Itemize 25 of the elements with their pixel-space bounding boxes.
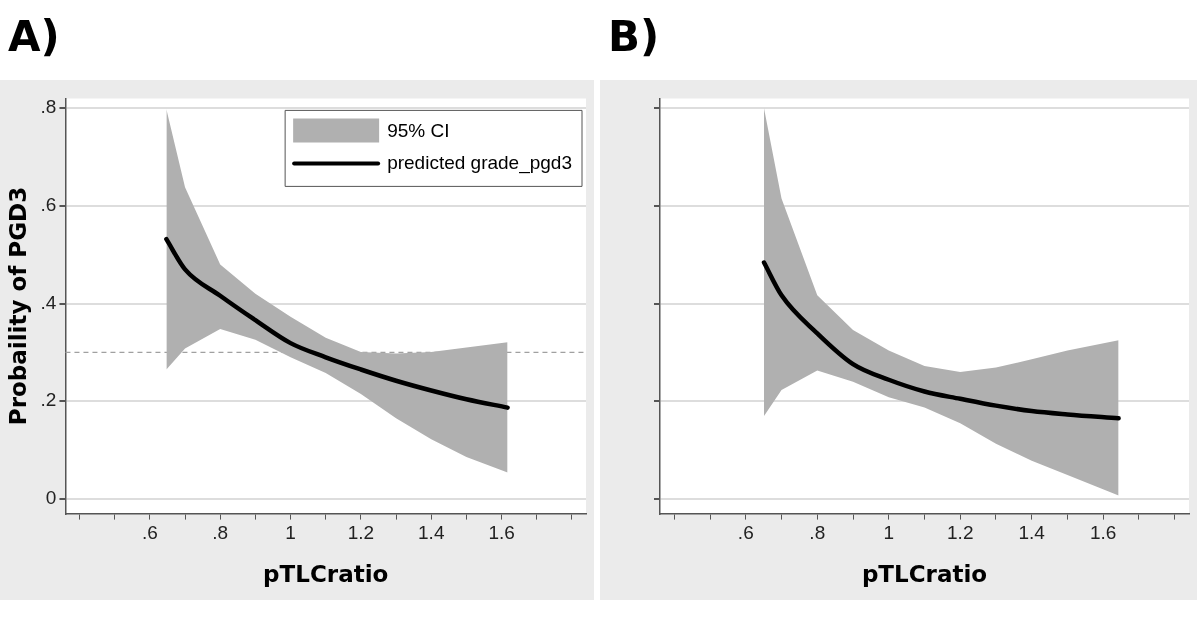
x-tick-label: 1.6 — [1090, 522, 1117, 544]
legend-label: 95% CI — [387, 119, 450, 141]
y-tick-label: .4 — [40, 291, 57, 313]
x-tick-label: .8 — [809, 522, 826, 544]
x-axis-title: pTLCratio — [263, 561, 389, 588]
x-tick-label: 1.4 — [1018, 522, 1046, 544]
x-tick-label: 1 — [883, 522, 895, 544]
y-tick-label: .2 — [40, 389, 57, 411]
x-tick-label: 1 — [285, 522, 296, 544]
line-series — [164, 236, 510, 410]
x-tick-label: 1.2 — [347, 522, 375, 544]
x-tick-label: 1.2 — [947, 522, 974, 544]
y-tick-label: 0 — [45, 487, 57, 509]
y-tick-label: .6 — [40, 194, 57, 216]
x-tick-label: 1.6 — [488, 522, 515, 544]
chart-title: B) — [608, 12, 660, 61]
x-tick-label: 1.4 — [418, 522, 445, 544]
y-axis-title: Probaility of PGD3 — [4, 186, 31, 426]
legend-label: predicted grade_pgd3 — [387, 151, 573, 174]
y-tick-label: .8 — [40, 96, 57, 118]
chart-title: A) — [8, 12, 60, 61]
x-tick-label: .8 — [212, 522, 229, 544]
x-tick-label: .6 — [737, 522, 754, 544]
x-axis-title: pTLCratio — [861, 561, 988, 588]
x-tick-label: .6 — [141, 522, 158, 544]
